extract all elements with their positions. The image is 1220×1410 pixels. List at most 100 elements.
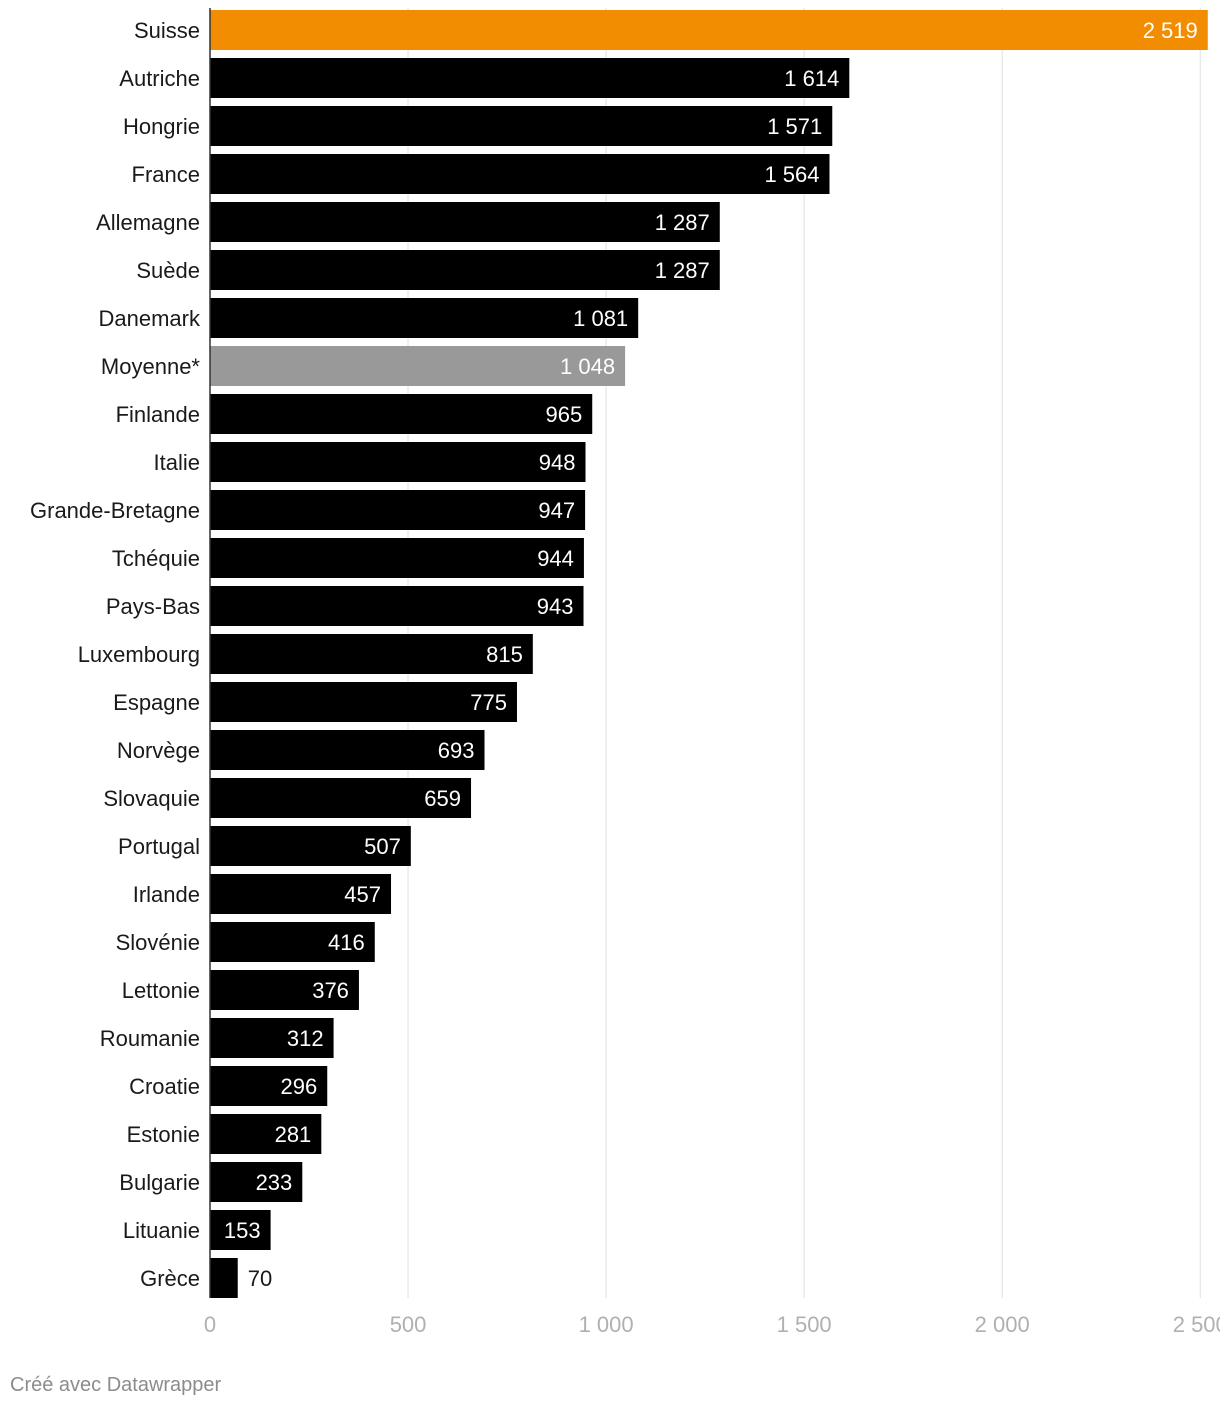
bar-france xyxy=(210,154,830,194)
category-label-irlande: Irlande xyxy=(133,882,200,907)
bar-autriche xyxy=(210,58,850,98)
value-label-bulgarie: 233 xyxy=(256,1170,293,1195)
value-label-suisse: 2 519 xyxy=(1143,18,1198,43)
category-label-autriche: Autriche xyxy=(119,66,200,91)
value-label-autriche: 1 614 xyxy=(784,66,839,91)
bar-italie xyxy=(210,442,586,482)
bar-lituanie xyxy=(210,1210,271,1250)
bar-croatie xyxy=(210,1066,328,1106)
value-label-hongrie: 1 571 xyxy=(767,114,822,139)
category-label-norvege: Norvège xyxy=(117,738,200,763)
bar-row-moyenne: Moyenne* 1 048 xyxy=(101,346,626,386)
value-label-slovenie: 416 xyxy=(328,930,365,955)
value-label-lettonie: 376 xyxy=(312,978,349,1003)
value-label-estonie: 281 xyxy=(275,1122,312,1147)
bar-bulgarie xyxy=(210,1162,303,1202)
category-label-allemagne: Allemagne xyxy=(96,210,200,235)
value-label-lituanie: 153 xyxy=(224,1218,261,1243)
category-label-grece: Grèce xyxy=(140,1266,200,1291)
value-label-slovaquie: 659 xyxy=(424,786,461,811)
bar-hongrie xyxy=(210,106,833,146)
x-tick-label-2500: 2 500 xyxy=(1173,1312,1220,1337)
bar-row-lettonie: Lettonie 376 xyxy=(122,970,359,1010)
value-label-tchequie: 944 xyxy=(537,546,574,571)
bar-row-estonie: Estonie 281 xyxy=(127,1114,322,1154)
value-label-pays-bas: 943 xyxy=(537,594,574,619)
category-label-grande-bretagne: Grande-Bretagne xyxy=(30,498,200,523)
x-tick-label-500: 500 xyxy=(390,1312,427,1337)
value-label-grande-bretagne: 947 xyxy=(538,498,575,523)
bar-moyenne xyxy=(210,346,626,386)
value-label-roumanie: 312 xyxy=(287,1026,324,1051)
bar-suede xyxy=(210,250,720,290)
bar-slovenie xyxy=(210,922,375,962)
category-label-bulgarie: Bulgarie xyxy=(119,1170,200,1195)
value-label-danemark: 1 081 xyxy=(573,306,628,331)
credit-text: Créé avec Datawrapper xyxy=(10,1374,222,1396)
bar-roumanie xyxy=(210,1018,334,1058)
category-label-france: France xyxy=(132,162,200,187)
bar-row-suede: Suède 1 287 xyxy=(136,250,720,290)
value-label-irlande: 457 xyxy=(344,882,381,907)
bar-norvege xyxy=(210,730,485,770)
x-tick-labels: 0 500 1 000 1 500 2 000 2 500 xyxy=(204,1312,1220,1337)
bar-row-hongrie: Hongrie 1 571 xyxy=(123,106,833,146)
value-label-suede: 1 287 xyxy=(655,258,710,283)
bar-row-slovenie: Slovénie 416 xyxy=(116,922,375,962)
value-label-croatie: 296 xyxy=(281,1074,318,1099)
bar-row-finlande: Finlande 965 xyxy=(116,394,593,434)
category-label-estonie: Estonie xyxy=(127,1122,200,1147)
x-tick-label-2000: 2 000 xyxy=(975,1312,1030,1337)
category-label-slovaquie: Slovaquie xyxy=(103,786,200,811)
category-label-luxembourg: Luxembourg xyxy=(78,642,200,667)
value-label-portugal: 507 xyxy=(364,834,401,859)
category-label-portugal: Portugal xyxy=(118,834,200,859)
bar-row-pays-bas: Pays-Bas 943 xyxy=(106,586,584,626)
bar-espagne xyxy=(210,682,517,722)
bar-row-luxembourg: Luxembourg 815 xyxy=(78,634,533,674)
bar-row-grece: Grèce 70 xyxy=(140,1258,272,1298)
bar-row-slovaquie: Slovaquie 659 xyxy=(103,778,472,818)
value-label-moyenne: 1 048 xyxy=(560,354,615,379)
bar-row-suisse: Suisse 2 519 xyxy=(134,10,1208,50)
x-tick-label-1000: 1 000 xyxy=(579,1312,634,1337)
category-label-croatie: Croatie xyxy=(129,1074,200,1099)
bar-row-roumanie: Roumanie 312 xyxy=(100,1018,334,1058)
category-label-lituanie: Lituanie xyxy=(123,1218,200,1243)
category-label-danemark: Danemark xyxy=(99,306,201,331)
bar-row-espagne: Espagne 775 xyxy=(113,682,517,722)
bar-row-allemagne: Allemagne 1 287 xyxy=(96,202,720,242)
bar-allemagne xyxy=(210,202,720,242)
bar-estonie xyxy=(210,1114,322,1154)
bar-finlande xyxy=(210,394,593,434)
category-label-suisse: Suisse xyxy=(134,18,200,43)
bar-row-norvege: Norvège 693 xyxy=(117,730,485,770)
value-label-finlande: 965 xyxy=(546,402,583,427)
bar-grande-bretagne xyxy=(210,490,586,530)
category-label-espagne: Espagne xyxy=(113,690,200,715)
bar-lettonie xyxy=(210,970,359,1010)
value-label-italie: 948 xyxy=(539,450,576,475)
bar-grece xyxy=(210,1258,238,1298)
category-label-roumanie: Roumanie xyxy=(100,1026,200,1051)
bar-danemark xyxy=(210,298,639,338)
bar-row-autriche: Autriche 1 614 xyxy=(119,58,850,98)
value-label-allemagne: 1 287 xyxy=(655,210,710,235)
category-label-tchequie: Tchéquie xyxy=(112,546,200,571)
bar-row-italie: Italie 948 xyxy=(154,442,586,482)
category-label-slovenie: Slovénie xyxy=(116,930,200,955)
value-label-luxembourg: 815 xyxy=(486,642,523,667)
category-label-italie: Italie xyxy=(154,450,200,475)
bar-tchequie xyxy=(210,538,584,578)
bar-row-irlande: Irlande 457 xyxy=(133,874,392,914)
value-label-grece: 70 xyxy=(248,1266,272,1291)
bar-row-france: France 1 564 xyxy=(132,154,830,194)
bar-row-grande-bretagne: Grande-Bretagne 947 xyxy=(30,490,586,530)
category-label-moyenne: Moyenne* xyxy=(101,354,201,379)
bar-row-bulgarie: Bulgarie 233 xyxy=(119,1162,303,1202)
category-label-pays-bas: Pays-Bas xyxy=(106,594,200,619)
value-label-france: 1 564 xyxy=(764,162,819,187)
value-label-espagne: 775 xyxy=(470,690,507,715)
x-tick-label-0: 0 xyxy=(204,1312,216,1337)
